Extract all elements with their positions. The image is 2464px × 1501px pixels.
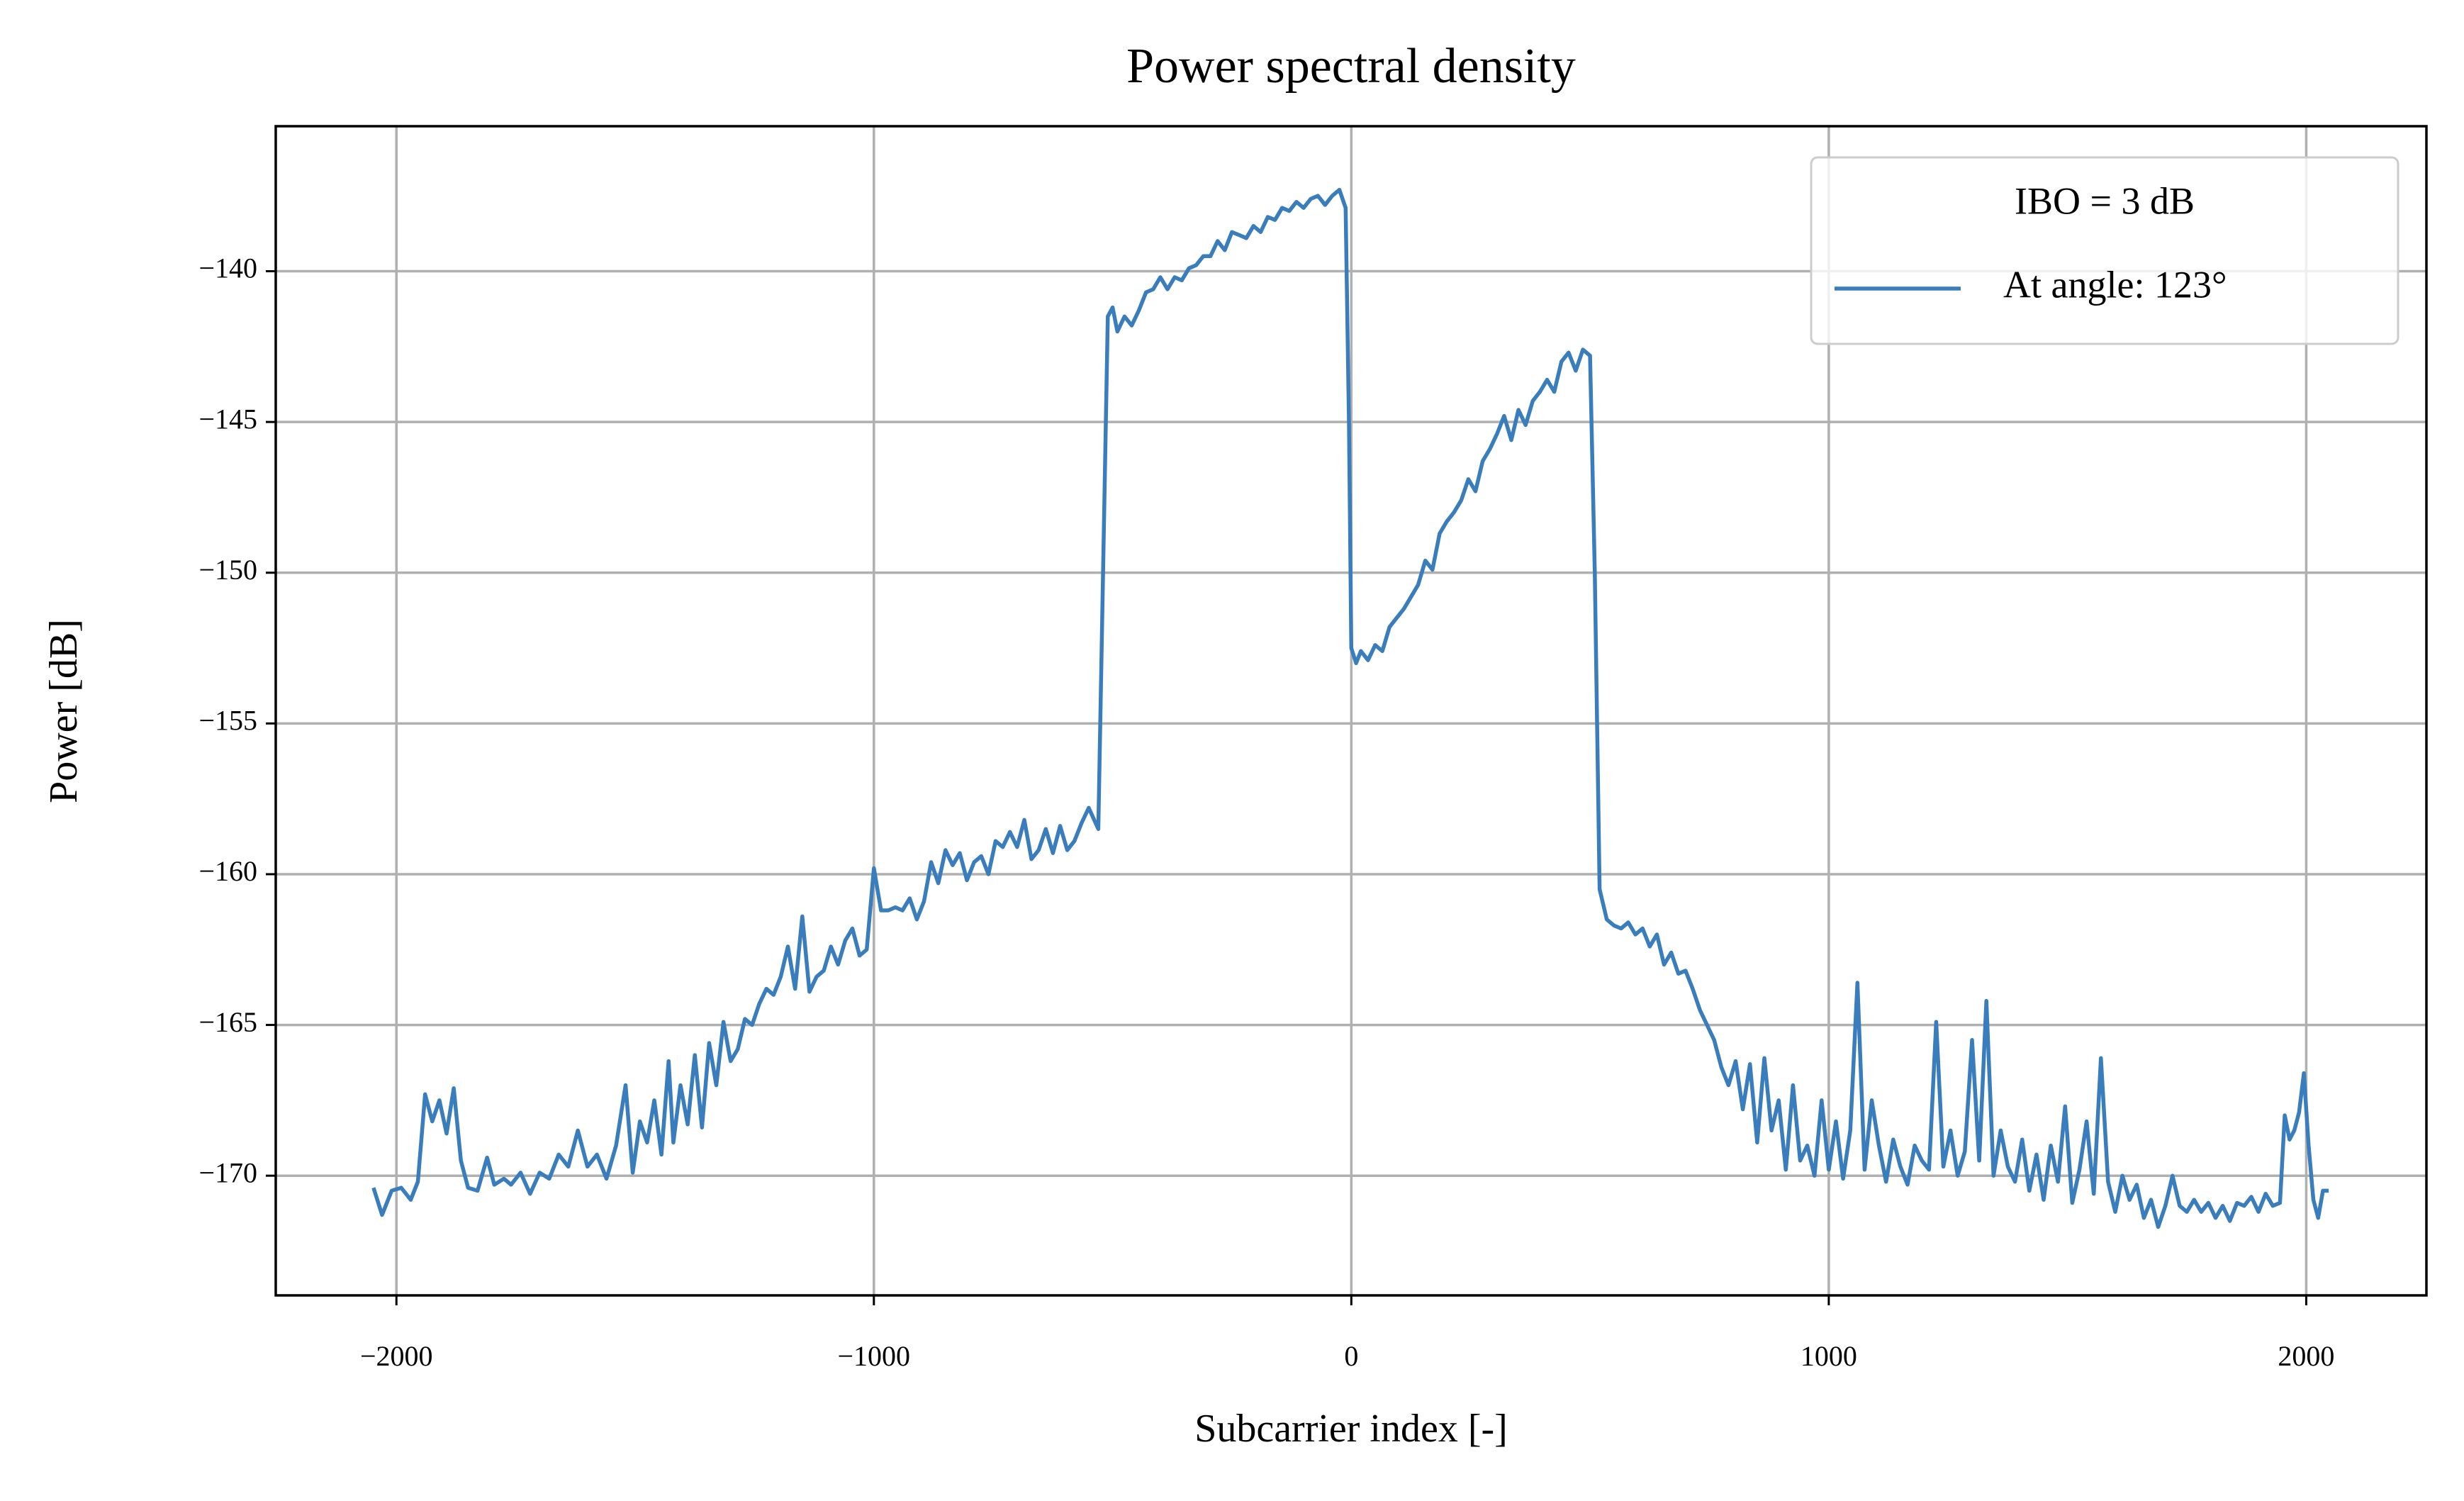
y-tick-label: −160: [198, 855, 257, 887]
y-tick-label: −165: [198, 1006, 257, 1038]
y-tick-label: −145: [198, 403, 257, 435]
legend-label: At angle: 123°: [2003, 263, 2227, 306]
x-tick-label: −1000: [838, 1340, 911, 1372]
legend-title: IBO = 3 dB: [2015, 179, 2195, 222]
legend-box: [1810, 156, 2399, 345]
plot-frame: [274, 125, 2428, 1297]
x-tick-label: 2000: [2278, 1340, 2334, 1372]
line-series: [371, 187, 2329, 1229]
x-tick-label: 0: [1344, 1340, 1358, 1372]
x-tick-label: −2000: [360, 1340, 433, 1372]
y-tick-label: −150: [198, 554, 257, 586]
y-tick-label: −155: [198, 705, 257, 737]
y-axis-label: Power [dB]: [42, 619, 86, 803]
x-tick-label: 1000: [1801, 1340, 1857, 1372]
y-tick-label: −140: [198, 252, 257, 284]
chart-title: Power spectral density: [1126, 39, 1576, 94]
y-tick-label: −170: [198, 1156, 257, 1188]
x-axis-label: Subcarrier index [-]: [1194, 1407, 1508, 1451]
